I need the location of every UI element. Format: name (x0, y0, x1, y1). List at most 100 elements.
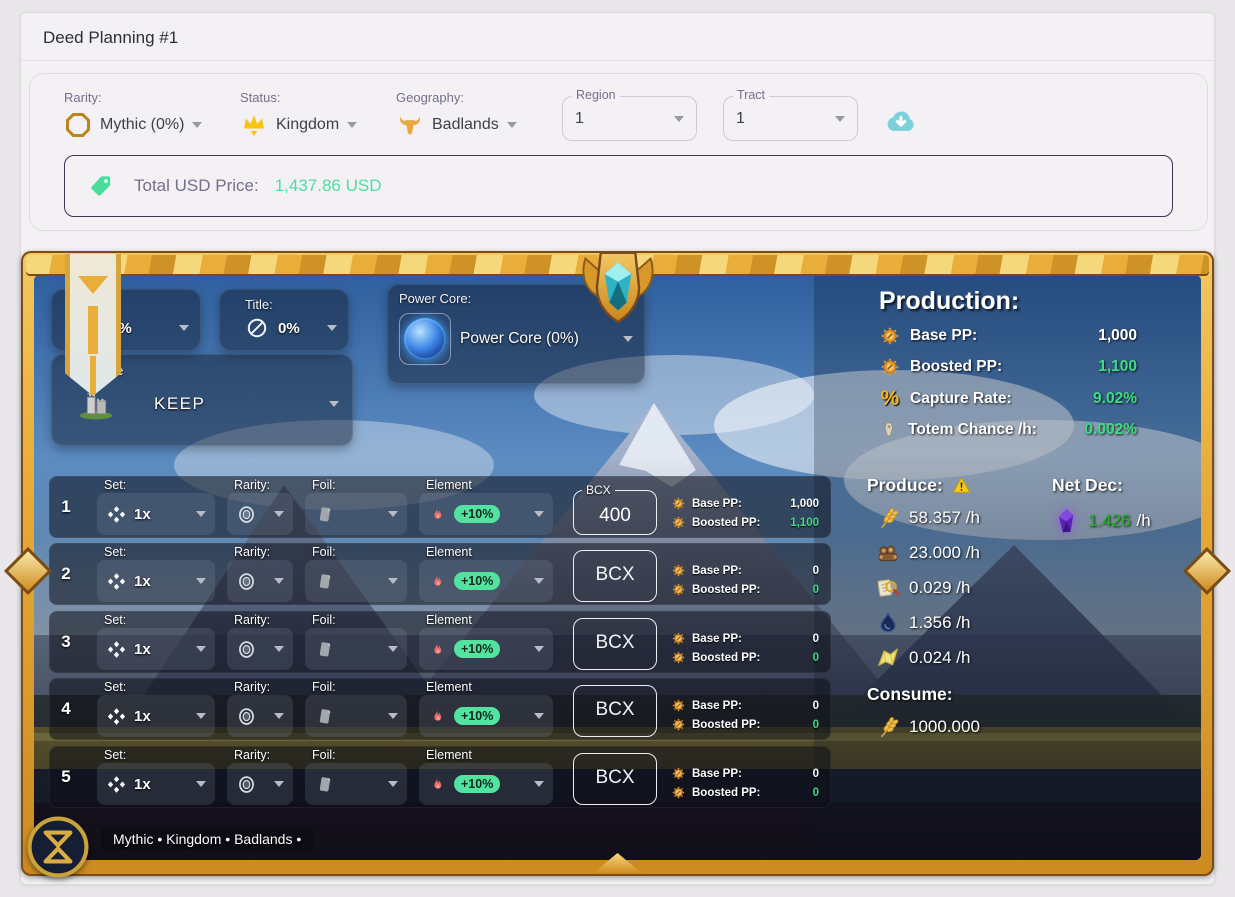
bcx-input[interactable] (574, 551, 656, 599)
rarity-ring-icon (236, 706, 257, 727)
foil-label: Foil: (312, 478, 336, 492)
tract-select-value: 1 (736, 109, 745, 127)
produce-item-grain: 58.357 /h (867, 505, 1057, 531)
gear-icon (671, 698, 686, 713)
rarity-dropdown[interactable]: Rarity: (227, 478, 293, 535)
element-bonus-badge: +10% (454, 775, 501, 793)
gear-icon (671, 582, 686, 597)
foil-dropdown[interactable]: Foil: (305, 478, 407, 535)
rarity-label: Rarity: (234, 478, 271, 492)
region-select[interactable]: Region 1 (562, 88, 697, 141)
rarity-ring-icon (236, 504, 257, 525)
element-bonus-badge: +10% (454, 505, 501, 523)
set-icon (106, 706, 127, 727)
element-dropdown[interactable]: Element +10% (419, 680, 553, 737)
set-label: Set: (104, 748, 127, 762)
element-bonus-badge: +10% (454, 707, 501, 725)
slot-number: 1 (61, 497, 71, 516)
geography-filter-dropdown[interactable]: Geography: Badlands (396, 90, 536, 139)
tract-select-label: Tract (733, 88, 770, 102)
rarity-dropdown[interactable]: Rarity: (227, 748, 293, 805)
land-plot-scene: Totem: 0% Title: 0% Power Core: (34, 275, 1201, 860)
bcx-field (573, 685, 657, 737)
gear-icon (671, 650, 686, 665)
rarity-filter-label: Rarity: (64, 90, 102, 105)
bcx-label: BCX (586, 483, 611, 497)
foil-label: Foil: (312, 545, 336, 559)
element-dropdown[interactable]: Element +10% (419, 748, 553, 805)
chevron-down-icon (274, 781, 284, 787)
chevron-down-icon (534, 511, 544, 517)
rarity-ring-icon (236, 571, 257, 592)
title-label: Title: (245, 297, 273, 312)
status-filter-dropdown[interactable]: Status: Kingdom (240, 90, 370, 139)
gold-map-icon (875, 645, 901, 671)
total-price-box: Total USD Price: 1,437.86 USD (64, 155, 1173, 217)
set-value: 1x (134, 775, 151, 793)
bcx-input[interactable] (574, 619, 656, 667)
set-dropdown[interactable]: Set: 1x (97, 748, 215, 805)
total-price-value: 1,437.86 USD (274, 176, 382, 195)
foil-card-icon (314, 774, 335, 795)
rarity-filter-dropdown[interactable]: Rarity: Mythic (0%) (64, 90, 214, 139)
rarity-dropdown[interactable]: Rarity: (227, 613, 293, 670)
rarity-dropdown[interactable]: Rarity: (227, 680, 293, 737)
element-label: Element (426, 478, 472, 492)
boosted-pp-value: 1,100 (1098, 358, 1137, 375)
grain-icon (875, 505, 901, 531)
chevron-down-icon (388, 713, 398, 719)
slot-number: 3 (61, 632, 71, 651)
element-dropdown[interactable]: Element +10% (419, 478, 553, 535)
element-bonus-badge: +10% (454, 572, 501, 590)
produce-panel: Produce: 58.357 /h 23.000 /h 0.029 /h (867, 475, 1057, 740)
set-label: Set: (104, 680, 127, 694)
set-dropdown[interactable]: Set: 1x (97, 613, 215, 670)
gear-icon (671, 717, 686, 732)
page-title: Deed Planning #1 (43, 28, 179, 47)
fire-element-icon (428, 707, 447, 726)
set-icon (106, 571, 127, 592)
set-dropdown[interactable]: Set: 1x (97, 680, 215, 737)
chevron-down-icon (274, 578, 284, 584)
bcx-input[interactable] (574, 497, 656, 534)
fire-element-icon (428, 640, 447, 659)
boosted-pp-label: Boosted PP: (692, 583, 761, 596)
boosted-pp-value: 0 (812, 583, 819, 596)
hourglass-emblem-icon (27, 816, 89, 878)
chevron-down-icon (179, 325, 189, 331)
set-dropdown[interactable]: Set: 1x (97, 478, 215, 535)
set-dropdown[interactable]: Set: 1x (97, 545, 215, 602)
rarity-filter-value: Mythic (0%) (100, 116, 185, 133)
boosted-pp-value: 0 (812, 718, 819, 731)
bcx-input[interactable] (574, 754, 656, 802)
rarity-ring-icon (236, 639, 257, 660)
divider (21, 60, 1214, 61)
foil-dropdown[interactable]: Foil: (305, 680, 407, 737)
load-deed-button[interactable] (884, 104, 918, 141)
element-dropdown[interactable]: Element +10% (419, 545, 553, 602)
rarity-label: Rarity: (234, 680, 271, 694)
tract-select[interactable]: Tract 1 (723, 88, 858, 141)
base-pp-value: 0 (812, 632, 819, 645)
slot-number: 4 (61, 699, 71, 718)
chevron-down-icon (274, 713, 284, 719)
element-dropdown[interactable]: Element +10% (419, 613, 553, 670)
set-label: Set: (104, 478, 127, 492)
rarity-dropdown[interactable]: Rarity: (227, 545, 293, 602)
base-pp-value: 1,000 (790, 497, 819, 510)
foil-dropdown[interactable]: Foil: (305, 748, 407, 805)
fire-element-icon (428, 775, 447, 794)
boosted-pp-row: Boosted PP: 1,100 (879, 356, 1137, 378)
consume-grain-value: 1000.000 (909, 717, 980, 736)
foil-dropdown[interactable]: Foil: (305, 613, 407, 670)
bcx-input[interactable] (574, 686, 656, 734)
set-value: 1x (134, 707, 151, 725)
chevron-down-icon (388, 511, 398, 517)
boosted-pp-value: 0 (812, 651, 819, 664)
rarity-label: Rarity: (234, 545, 271, 559)
foil-dropdown[interactable]: Foil: (305, 545, 407, 602)
foil-card-icon (314, 639, 335, 660)
produce-item-wood: 23.000 /h (867, 540, 1057, 566)
chevron-down-icon (534, 713, 544, 719)
title-dropdown[interactable]: Title: 0% (219, 289, 349, 351)
